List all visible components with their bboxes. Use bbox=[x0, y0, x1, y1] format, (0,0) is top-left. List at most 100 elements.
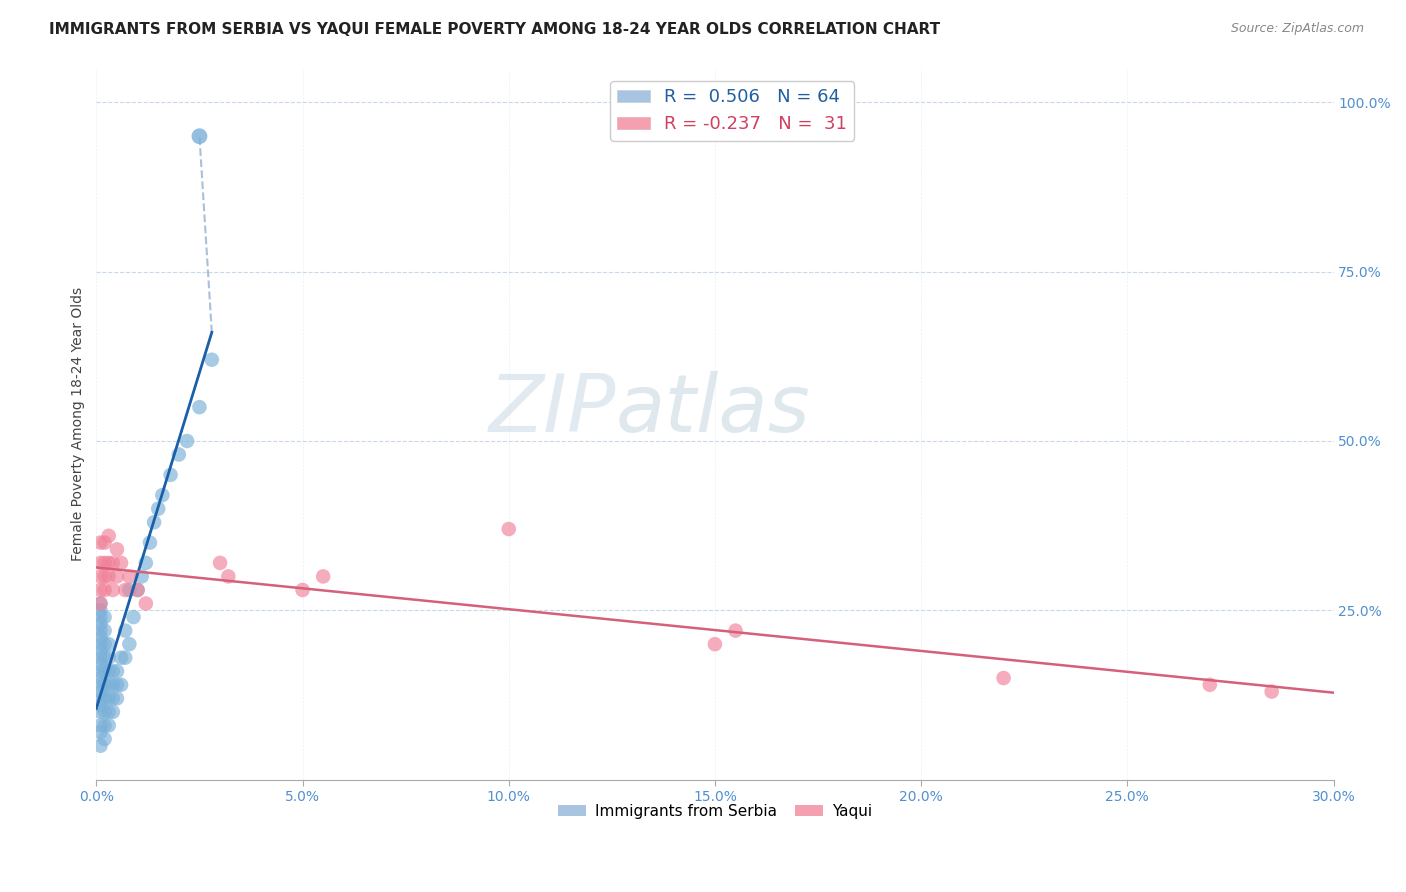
Point bbox=[89, 684, 111, 698]
Point bbox=[89, 624, 111, 638]
Point bbox=[1198, 678, 1220, 692]
Text: IMMIGRANTS FROM SERBIA VS YAQUI FEMALE POVERTY AMONG 18-24 YEAR OLDS CORRELATION: IMMIGRANTS FROM SERBIA VS YAQUI FEMALE P… bbox=[49, 22, 941, 37]
Point bbox=[118, 569, 141, 583]
Point bbox=[101, 691, 124, 706]
Point bbox=[89, 698, 111, 712]
Point bbox=[89, 718, 111, 732]
Point bbox=[110, 678, 132, 692]
Point bbox=[122, 610, 145, 624]
Point bbox=[209, 556, 232, 570]
Point bbox=[97, 637, 120, 651]
Point bbox=[89, 556, 111, 570]
Point bbox=[89, 705, 111, 719]
Point bbox=[93, 582, 115, 597]
Point bbox=[139, 535, 162, 549]
Point bbox=[105, 542, 128, 557]
Point bbox=[1260, 684, 1282, 698]
Point bbox=[89, 644, 111, 658]
Point bbox=[114, 582, 136, 597]
Point bbox=[498, 522, 520, 536]
Point bbox=[291, 582, 314, 597]
Point bbox=[127, 582, 149, 597]
Point bbox=[101, 705, 124, 719]
Point bbox=[89, 610, 111, 624]
Point bbox=[131, 569, 153, 583]
Point bbox=[312, 569, 335, 583]
Point bbox=[97, 650, 120, 665]
Point bbox=[201, 352, 224, 367]
Point bbox=[93, 665, 115, 679]
Point bbox=[89, 603, 111, 617]
Point bbox=[188, 400, 211, 414]
Point bbox=[97, 705, 120, 719]
Point bbox=[89, 631, 111, 645]
Point bbox=[724, 624, 747, 638]
Point bbox=[89, 671, 111, 685]
Legend: Immigrants from Serbia, Yaqui: Immigrants from Serbia, Yaqui bbox=[553, 798, 877, 825]
Point bbox=[89, 597, 111, 611]
Text: atlas: atlas bbox=[616, 371, 811, 449]
Point bbox=[176, 434, 198, 448]
Point bbox=[89, 582, 111, 597]
Point bbox=[93, 691, 115, 706]
Point bbox=[135, 556, 157, 570]
Point bbox=[93, 705, 115, 719]
Point bbox=[89, 691, 111, 706]
Point bbox=[159, 467, 181, 482]
Point bbox=[97, 569, 120, 583]
Point bbox=[105, 569, 128, 583]
Point bbox=[93, 718, 115, 732]
Point bbox=[89, 569, 111, 583]
Point bbox=[93, 610, 115, 624]
Point bbox=[101, 556, 124, 570]
Point bbox=[89, 678, 111, 692]
Point bbox=[101, 582, 124, 597]
Point bbox=[93, 731, 115, 746]
Point bbox=[101, 665, 124, 679]
Point bbox=[188, 129, 211, 144]
Point bbox=[89, 637, 111, 651]
Text: Source: ZipAtlas.com: Source: ZipAtlas.com bbox=[1230, 22, 1364, 36]
Point bbox=[167, 448, 190, 462]
Point bbox=[93, 556, 115, 570]
Point bbox=[93, 650, 115, 665]
Point bbox=[114, 624, 136, 638]
Point bbox=[97, 665, 120, 679]
Point bbox=[105, 678, 128, 692]
Point bbox=[105, 691, 128, 706]
Y-axis label: Female Poverty Among 18-24 Year Olds: Female Poverty Among 18-24 Year Olds bbox=[72, 287, 86, 561]
Point bbox=[101, 678, 124, 692]
Point bbox=[89, 616, 111, 631]
Point bbox=[93, 569, 115, 583]
Text: ZIP: ZIP bbox=[488, 371, 616, 449]
Point bbox=[110, 556, 132, 570]
Point bbox=[97, 556, 120, 570]
Point bbox=[135, 597, 157, 611]
Point bbox=[89, 657, 111, 672]
Point bbox=[127, 582, 149, 597]
Point bbox=[143, 515, 166, 529]
Point bbox=[97, 678, 120, 692]
Point bbox=[93, 535, 115, 549]
Point bbox=[150, 488, 173, 502]
Point bbox=[703, 637, 725, 651]
Point bbox=[89, 535, 111, 549]
Point bbox=[93, 624, 115, 638]
Point bbox=[118, 637, 141, 651]
Point bbox=[217, 569, 239, 583]
Point bbox=[105, 665, 128, 679]
Point bbox=[93, 637, 115, 651]
Point bbox=[89, 650, 111, 665]
Point bbox=[993, 671, 1015, 685]
Point bbox=[89, 725, 111, 739]
Point bbox=[148, 501, 170, 516]
Point bbox=[97, 691, 120, 706]
Point bbox=[93, 678, 115, 692]
Point bbox=[89, 739, 111, 753]
Point bbox=[89, 665, 111, 679]
Point bbox=[89, 597, 111, 611]
Point bbox=[97, 529, 120, 543]
Point bbox=[118, 582, 141, 597]
Point bbox=[114, 650, 136, 665]
Point bbox=[110, 650, 132, 665]
